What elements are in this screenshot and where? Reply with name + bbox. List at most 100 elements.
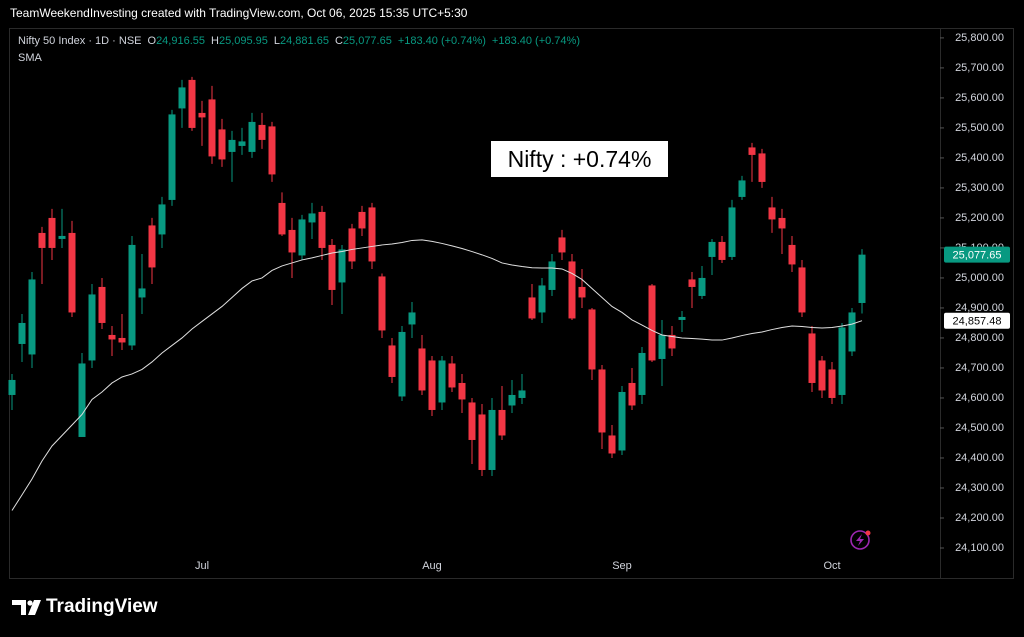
candle-body: [218, 129, 226, 160]
candle-body: [348, 228, 356, 262]
candle-body: [738, 180, 746, 197]
x-tick-label: Aug: [422, 560, 442, 572]
candle-body: [588, 309, 596, 370]
chart-frame: [9, 28, 1014, 579]
candle-body: [798, 267, 806, 313]
candle-body: [848, 312, 856, 352]
y-tick-label: 25,500.00: [955, 122, 1004, 134]
candle-body: [488, 409, 496, 470]
candle-body: [388, 345, 396, 377]
candle-body: [178, 87, 186, 109]
candle-body: [718, 241, 726, 260]
candle-body: [838, 327, 846, 395]
candle-body: [58, 235, 66, 239]
candle-body: [418, 348, 426, 391]
candle-body: [78, 363, 86, 437]
candle-body: [508, 394, 516, 406]
ohlc-value: 24,881.65: [280, 35, 329, 47]
candle-body: [638, 352, 646, 395]
ohlc-key: H: [211, 35, 219, 47]
change-label: +183.40 (+0.74%): [491, 35, 580, 47]
candle-body: [358, 211, 366, 229]
candle-body: [678, 316, 686, 320]
candle-body: [148, 225, 156, 268]
candle-body: [778, 217, 786, 229]
candle-body: [608, 435, 616, 454]
candle-body: [458, 382, 466, 400]
candle-body: [408, 312, 416, 325]
candle-body: [498, 409, 506, 436]
y-tick-label: 25,700.00: [955, 62, 1004, 74]
candle-body: [568, 261, 576, 319]
candle-body: [728, 207, 736, 257]
candle-body: [518, 390, 526, 398]
candle-body: [628, 382, 636, 406]
candle-body: [108, 334, 116, 340]
price-tag-label: 24,857.48: [953, 316, 1002, 328]
candle-body: [258, 124, 266, 140]
candle-body: [38, 232, 46, 248]
candle-body: [398, 331, 406, 397]
plot: 24,100.00 24,200.00 24,300.00 24,400.00 24,5…: [8, 32, 1010, 572]
candle-body: [308, 213, 316, 223]
candle-body: [648, 285, 656, 361]
candle-body: [468, 402, 476, 440]
y-tick-label: 25,800.00: [955, 32, 1004, 44]
candle-body: [708, 241, 716, 257]
header-text: TeamWeekendInvesting created with Tradin…: [10, 6, 468, 20]
candle-body: [658, 334, 666, 359]
y-tick-label: 25,200.00: [955, 212, 1004, 224]
candle-body: [578, 286, 586, 298]
ohlc-value: 24,916.55: [156, 35, 205, 47]
symbol-legend: Nifty 50 Index · 1D · NSE O 24,916.55 H 25,…: [18, 35, 586, 47]
candle-body: [248, 121, 256, 152]
candle-body: [368, 207, 376, 262]
candle-body: [618, 391, 626, 451]
y-tick-label: 25,600.00: [955, 92, 1004, 104]
candle-body: [208, 99, 216, 157]
price-tag: [944, 312, 1010, 329]
ohlc-value: 25,095.95: [218, 35, 268, 47]
candle-body: [288, 229, 296, 253]
candle-body: [768, 207, 776, 220]
price-tag: [944, 246, 1010, 263]
candle-body: [448, 363, 456, 388]
candle-body: [558, 237, 566, 253]
y-tick-label: 24,100.00: [955, 542, 1004, 554]
candle-body: [278, 202, 286, 235]
y-tick-label: 25,000.00: [955, 272, 1004, 284]
candle-body: [688, 279, 696, 287]
candle-body: [158, 204, 166, 235]
ohlc-value: 25,077.65: [342, 35, 392, 47]
candle-body: [828, 369, 836, 398]
brand-logo: [12, 600, 41, 615]
candle-body: [28, 279, 36, 355]
candle-body: [438, 360, 446, 403]
candle-body: [598, 369, 606, 433]
candle-body: [548, 261, 556, 290]
candle-body: [788, 244, 796, 265]
brand-name: TradingView: [46, 596, 158, 617]
candle-body: [428, 360, 436, 410]
candle-body: [18, 322, 26, 344]
y-tick-label: 24,400.00: [955, 452, 1004, 464]
candle-body: [808, 333, 816, 383]
y-tick-label: 24,600.00: [955, 392, 1004, 404]
x-tick-label: Sep: [612, 560, 632, 572]
candle-body: [818, 360, 826, 391]
candle-body: [128, 244, 136, 346]
candle-body: [478, 414, 486, 470]
y-tick-label: 25,300.00: [955, 182, 1004, 194]
candle-body: [188, 79, 196, 128]
symbol-name: Nifty 50 Index · 1D · NSE: [18, 35, 142, 47]
candle-body: [858, 254, 866, 303]
candle-body: [668, 334, 676, 349]
candle-body: [748, 147, 756, 155]
candle-body: [8, 379, 16, 395]
ohlc-key: L: [273, 35, 281, 47]
ohlc-key: C: [334, 35, 343, 47]
candle-body: [698, 277, 706, 296]
y-tick-label: 24,200.00: [955, 512, 1004, 524]
annotation: Nifty : +0.74%: [491, 141, 668, 177]
candle-body: [378, 276, 386, 331]
